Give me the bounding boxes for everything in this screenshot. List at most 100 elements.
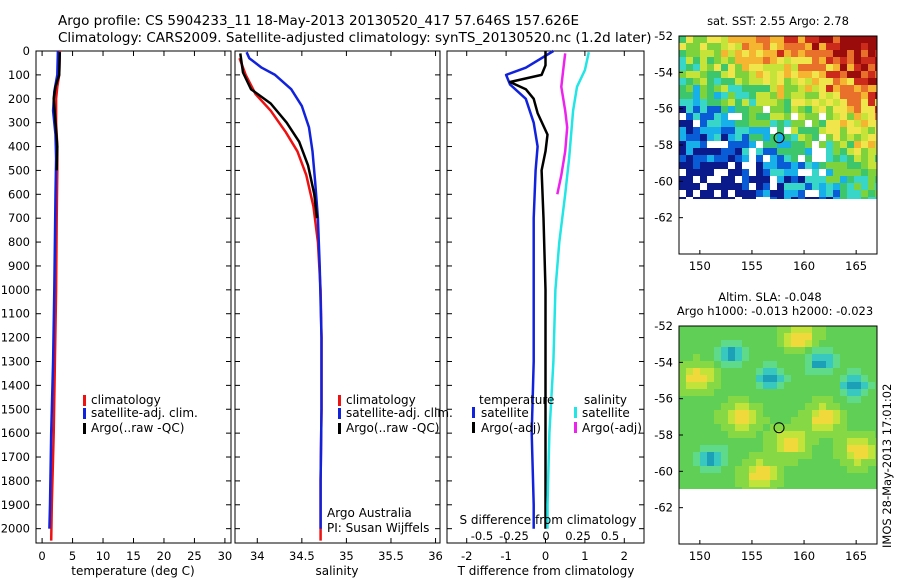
heatmap-cell [749, 347, 756, 354]
heatmap-cell [763, 480, 770, 487]
heatmap-cell [854, 347, 861, 354]
heatmap-cell [700, 169, 707, 176]
heatmap-cell [735, 78, 742, 85]
heatmap-cell [686, 417, 693, 424]
heatmap-cell [693, 57, 700, 64]
heatmap-cell [721, 480, 728, 487]
heatmap-cell [728, 190, 735, 197]
heatmap-cell [847, 92, 854, 99]
heatmap-cell [756, 78, 763, 85]
heatmap-cell [861, 127, 868, 134]
heatmap-cell [784, 71, 791, 78]
heatmap-cell [861, 134, 868, 141]
heatmap-cell [840, 396, 847, 403]
heatmap-cell [840, 106, 847, 113]
difference-x-axis: -2 -1 0 1 2 [461, 51, 628, 563]
heatmap-cell [833, 389, 840, 396]
heatmap-cell [686, 396, 693, 403]
heatmap-cell [763, 50, 770, 57]
heatmap-cell [847, 333, 854, 340]
heatmap-cell [756, 480, 763, 487]
heatmap-cell [791, 438, 798, 445]
heatmap-cell [833, 120, 840, 127]
heatmap-cell [721, 361, 728, 368]
lat-tick-label: -60 [654, 174, 673, 188]
heatmap-cell [749, 487, 756, 489]
heatmap-cell [707, 438, 714, 445]
heatmap-cell [763, 57, 770, 64]
heatmap-cell [861, 368, 868, 375]
heatmap-cell [770, 197, 777, 199]
heatmap-cell [847, 183, 854, 190]
heatmap-cell [679, 127, 686, 134]
heatmap-cell [819, 340, 826, 347]
heatmap-cell [721, 431, 728, 438]
temperature-x-label: temperature (deg C) [71, 564, 194, 578]
heatmap-cell [868, 43, 875, 50]
heatmap-cell [861, 50, 868, 57]
heatmap-cell [791, 417, 798, 424]
heatmap-cell [798, 403, 805, 410]
heatmap-cell [819, 176, 826, 183]
heatmap-cell [840, 64, 847, 71]
heatmap-cell [833, 487, 840, 489]
heatmap-cell [826, 354, 833, 361]
heatmap-cell [693, 50, 700, 57]
heatmap-cell [749, 141, 756, 148]
heatmap-cell [707, 183, 714, 190]
depth-tick-label: 1600 [1, 426, 30, 440]
heatmap-cell [777, 340, 784, 347]
heatmap-cell [770, 452, 777, 459]
heatmap-cell [770, 389, 777, 396]
legend-label: satellite [582, 406, 630, 420]
heatmap-cell [749, 183, 756, 190]
heatmap-cell [819, 417, 826, 424]
heatmap-cell [700, 141, 707, 148]
heatmap-cell [707, 466, 714, 473]
heatmap-cell [819, 326, 826, 333]
x-tick-label: 36 [428, 549, 443, 563]
heatmap-cell [840, 438, 847, 445]
x-tick-label: 20 [157, 549, 172, 563]
heatmap-cell [861, 403, 868, 410]
heatmap-cell [847, 445, 854, 452]
heatmap-cell [735, 375, 742, 382]
heatmap-cell [861, 169, 868, 176]
heatmap-cell [826, 445, 833, 452]
heatmap-cell [791, 368, 798, 375]
heatmap-cell [700, 452, 707, 459]
heatmap-cell [833, 50, 840, 57]
heatmap-cell [791, 389, 798, 396]
heatmap-cell [700, 340, 707, 347]
heatmap-cell [854, 445, 861, 452]
lat-tick-label: -60 [654, 464, 673, 478]
heatmap-cell [721, 113, 728, 120]
lat-tick-label: -58 [654, 138, 673, 152]
heatmap-cell [868, 445, 875, 452]
series-line-temperature-argo-adj- [508, 51, 549, 529]
heatmap-cell [707, 64, 714, 71]
heatmap-cell [847, 403, 854, 410]
heatmap-cell [875, 176, 877, 183]
series-line-satellite-adj-clim- [245, 51, 323, 529]
heatmap-cell [679, 382, 686, 389]
heatmap-cell [833, 403, 840, 410]
heatmap-cell [861, 396, 868, 403]
heatmap-cell [833, 85, 840, 92]
x-tick-label: 35.5 [378, 549, 404, 563]
heatmap-cell [826, 340, 833, 347]
heatmap-cell [686, 190, 693, 197]
heatmap-cell [833, 431, 840, 438]
heatmap-cell [847, 347, 854, 354]
heatmap-cell [784, 85, 791, 92]
heatmap-cell [805, 71, 812, 78]
heatmap-cell [749, 445, 756, 452]
heatmap-cell [728, 375, 735, 382]
lon-tick-label: 155 [741, 549, 763, 563]
heatmap-cell [819, 424, 826, 431]
heatmap-cell [693, 389, 700, 396]
heatmap-cell [763, 64, 770, 71]
heatmap-cell [826, 197, 833, 199]
heatmap-cell [714, 417, 721, 424]
heatmap-cell [833, 326, 840, 333]
